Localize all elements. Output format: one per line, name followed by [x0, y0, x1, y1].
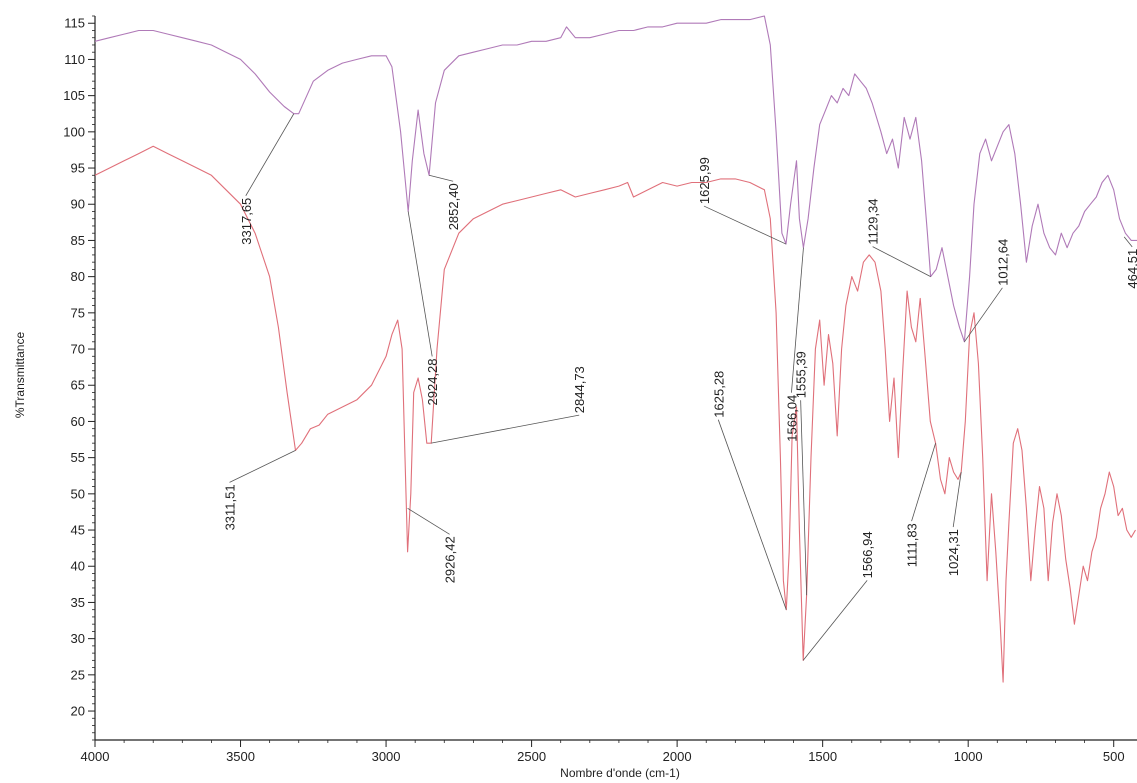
peak-annotations: 3317,65 2852,40 2924,28 1625,99 1566,04 1129,… [223, 113, 1137, 661]
peak-leader-line [802, 580, 868, 661]
x-tick-label: 500 [1103, 749, 1125, 764]
y-tick-label: 100 [63, 124, 85, 139]
y-tick-label: 50 [71, 486, 85, 501]
peak-label: 2924,28 [425, 359, 440, 406]
peak-leader-line [703, 205, 787, 245]
y-tick-label: 80 [71, 269, 85, 284]
x-tick-label: 2500 [517, 749, 546, 764]
peak-label: 1566,94 [860, 531, 875, 578]
x-axis-title: Nombre d'onde (cm-1) [560, 766, 680, 780]
peak-label: 464,51 [1125, 249, 1137, 289]
peak-leader-line [791, 247, 804, 393]
y-tick-label: 40 [71, 559, 85, 574]
peak-leader-line [1123, 236, 1133, 248]
peak-label: 2844,73 [572, 366, 587, 413]
y-tick-label: 55 [71, 450, 85, 465]
peak-leader-line [245, 113, 295, 196]
peak-label: 1625,28 [711, 371, 726, 418]
x-tick-label: 1500 [808, 749, 837, 764]
x-tick-label: 2000 [663, 749, 692, 764]
peak-leader-line [964, 287, 1003, 343]
peak-label: 2926,42 [443, 536, 458, 583]
spectrum-line-lower [94, 145, 1136, 683]
peak-leader-line [407, 507, 450, 535]
peak-leader-line [229, 450, 296, 483]
y-axis-title: %Transmittance [13, 332, 27, 419]
peak-label: 1012,64 [995, 239, 1010, 286]
peak-leader-line [800, 400, 808, 596]
x-tick-label: 1000 [954, 749, 983, 764]
y-tick-label: 105 [63, 88, 85, 103]
y-tick-label: 20 [71, 704, 85, 719]
x-axis-ticks: 4000 3500 3000 2500 2000 1500 1000 500 [81, 740, 1125, 764]
peak-leader-line [407, 211, 433, 357]
spectrum-line-upper [94, 15, 1137, 343]
y-tick-label: 85 [71, 233, 85, 248]
peak-label: 1111,83 [905, 523, 920, 567]
y-tick-label: 60 [71, 414, 85, 429]
peak-leader-line [431, 414, 580, 444]
y-tick-label: 70 [71, 342, 85, 357]
y-tick-label: 45 [71, 523, 85, 538]
peak-label: 1129,34 [866, 199, 881, 245]
y-tick-label: 115 [64, 16, 85, 31]
y-axis-ticks: 20 25 30 35 40 45 50 55 60 65 70 75 80 85 90 95 100 105 11… [63, 15, 95, 741]
x-tick-label: 3500 [226, 749, 255, 764]
y-tick-label: 30 [71, 631, 85, 646]
peak-label: 1024,31 [946, 529, 961, 576]
peak-leader-line [952, 472, 962, 528]
peak-label: 3311,51 [223, 484, 238, 530]
y-tick-label: 75 [71, 305, 85, 320]
y-tick-label: 25 [71, 667, 85, 682]
y-tick-label: 110 [64, 52, 85, 67]
x-tick-label: 3000 [372, 749, 401, 764]
y-tick-label: 95 [71, 161, 85, 176]
y-tick-label: 35 [71, 595, 85, 610]
peak-leader-line [429, 174, 454, 182]
peak-label: 2852,40 [446, 183, 461, 230]
y-tick-label: 65 [71, 378, 85, 393]
peak-label: 3317,65 [239, 198, 254, 245]
peak-leader-line [872, 246, 931, 277]
x-tick-label: 4000 [81, 749, 110, 764]
peak-leader-line [717, 419, 787, 610]
y-tick-label: 90 [71, 197, 85, 212]
peak-leader-line [911, 443, 936, 522]
series-layer [94, 15, 1137, 683]
peak-label: 1566,04 [784, 395, 799, 442]
peak-label: 1555,39 [794, 351, 809, 398]
peak-label: 1625,99 [697, 157, 712, 204]
